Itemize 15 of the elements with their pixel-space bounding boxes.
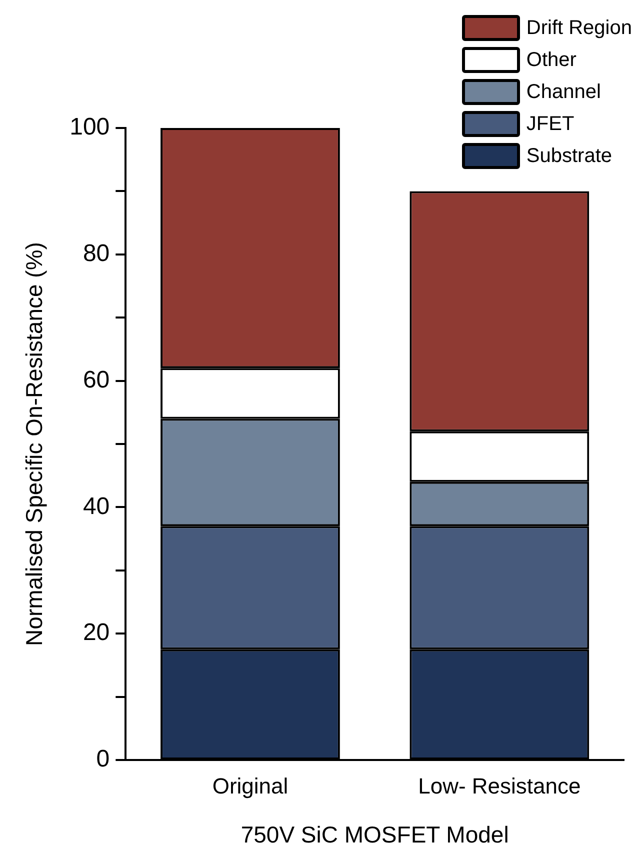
x-tick-label: Low- Resistance (418, 773, 581, 798)
y-tick-label: 80 (82, 240, 110, 268)
y-tick-label: 100 (70, 114, 110, 141)
x-axis-title: 750V SiC MOSFET Model (240, 822, 509, 848)
legend-label: Drift Region (526, 16, 632, 40)
text: Other (526, 48, 576, 72)
y-tick-label: 20 (82, 619, 110, 646)
legend-label: JFET (526, 112, 574, 136)
y-tick-label: 40 (82, 492, 110, 520)
legend-label: Channel (526, 80, 601, 104)
y-tick-label: 0 (96, 746, 110, 773)
x-tick-label: Original (212, 773, 288, 798)
y-tick-label: 60 (82, 366, 110, 394)
y-axis-title: Normalised Specific On-Resistance (%) (21, 242, 48, 646)
legend-label: Substrate (526, 144, 612, 168)
